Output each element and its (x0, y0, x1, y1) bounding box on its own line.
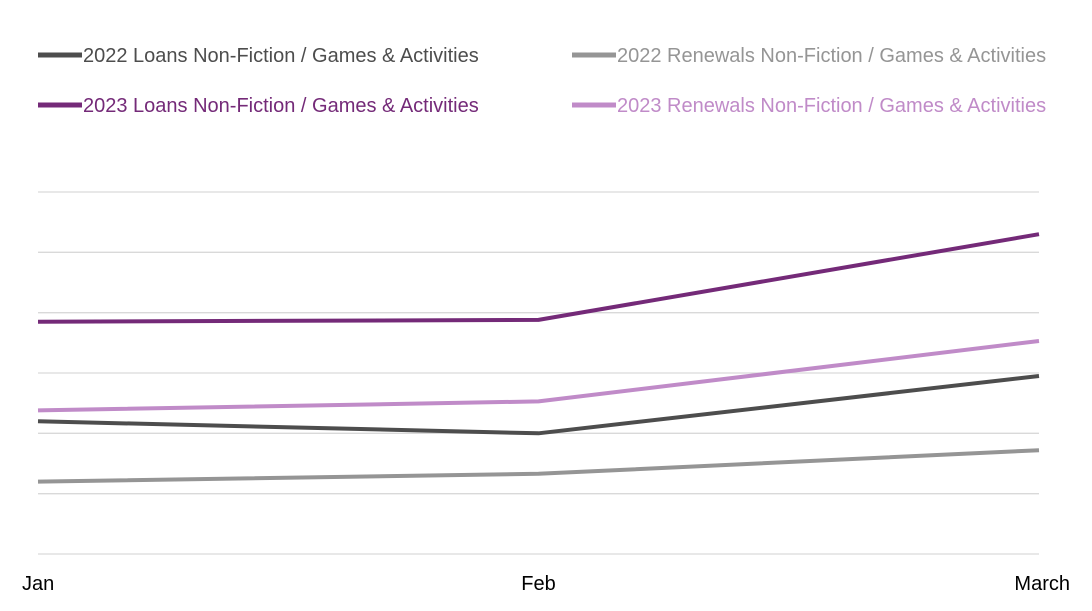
legend-label: 2022 Loans Non-Fiction / Games & Activit… (83, 45, 479, 67)
series-line-3 (37, 339, 1040, 413)
legend-label: 2023 Renewals Non-Fiction / Games & Acti… (617, 95, 1046, 117)
series-lines (37, 232, 1040, 484)
x-tick-label: Jan (22, 573, 54, 595)
legend-item: 2023 Loans Non-Fiction / Games & Activit… (38, 95, 479, 117)
legend-item: 2022 Renewals Non-Fiction / Games & Acti… (572, 45, 1046, 67)
series-line-2 (37, 232, 1040, 324)
x-tick-label: Feb (521, 573, 555, 595)
series-line-1 (37, 448, 1040, 484)
series-line-0 (37, 374, 1040, 436)
legend-label: 2023 Loans Non-Fiction / Games & Activit… (83, 95, 479, 117)
x-tick-label: March (1014, 573, 1070, 595)
legend: 2022 Loans Non-Fiction / Games & Activit… (38, 45, 1046, 117)
gridlines (38, 191, 1039, 555)
legend-item: 2022 Loans Non-Fiction / Games & Activit… (38, 45, 479, 67)
x-axis-tick-labels: Jan Feb March (22, 573, 1070, 595)
legend-item: 2023 Renewals Non-Fiction / Games & Acti… (572, 95, 1046, 117)
legend-label: 2022 Renewals Non-Fiction / Games & Acti… (617, 45, 1046, 67)
